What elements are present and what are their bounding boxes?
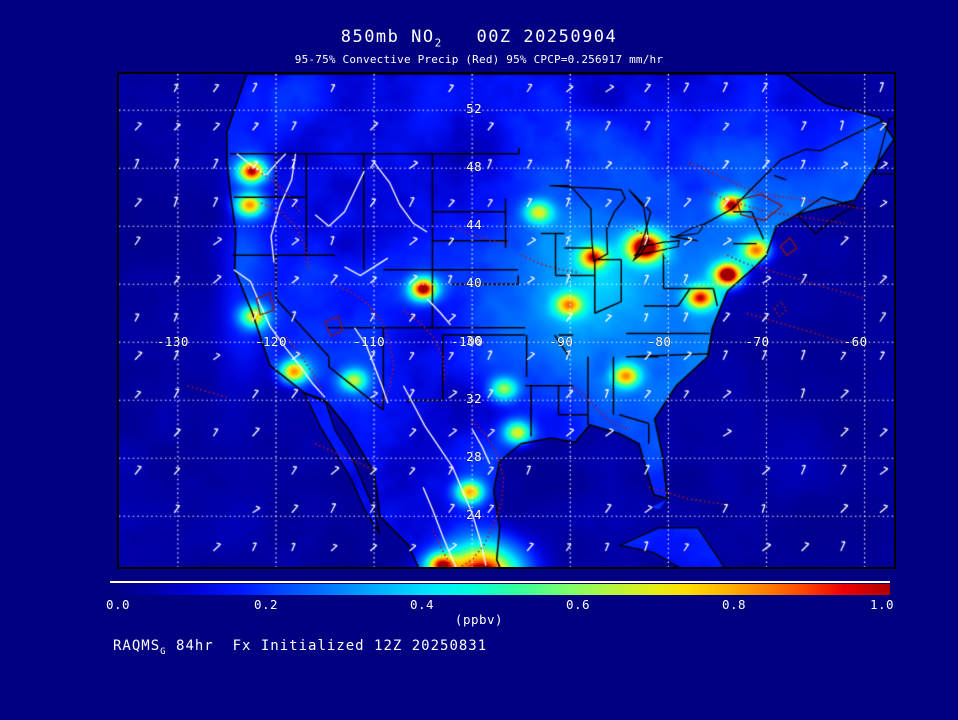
map-overlay-canvas [119, 74, 894, 567]
title-species-subscript: 2 [434, 36, 442, 50]
footer-lead: 84hr [176, 638, 214, 654]
footer-gap1 [167, 638, 176, 654]
lon-tick-label: -100 [451, 334, 484, 350]
footer-model: RAQMS [113, 638, 161, 654]
lon-tick-label: -80 [647, 334, 672, 350]
page-subtitle: 95-75% Convective Precip (Red) 95% CPCP=… [294, 53, 664, 66]
colorbar-tick-label: 0.8 [721, 597, 747, 612]
colorbar-tick-label: 0.0 [105, 597, 131, 612]
colorbar-tick-label: 0.6 [565, 597, 591, 612]
footer-init: Fx Initialized 12Z 20250831 [232, 638, 488, 654]
footer-gap2 [214, 638, 233, 654]
title-valid-time: 00Z 20250904 [476, 27, 618, 47]
lon-tick-label: -110 [353, 334, 386, 350]
title-species: 850mb NO [340, 27, 435, 47]
page-title: 850mb NO2 00Z 20250904 [0, 27, 958, 49]
colorbar-tick-label: 0.4 [409, 597, 435, 612]
footer-caption: RAQMSG 84hr Fx Initialized 12Z 20250831 [113, 638, 487, 657]
lon-tick-label: -60 [843, 334, 868, 350]
title-spacer [441, 27, 476, 47]
lat-tick-label: 32 [466, 391, 483, 407]
colorbar-top-rule [110, 581, 890, 583]
lat-tick-label: 44 [466, 217, 483, 233]
lat-tick-label: 28 [466, 449, 483, 465]
lon-tick-label: -120 [254, 334, 288, 350]
lon-tick-label: -70 [745, 334, 770, 350]
footer-model-subscript: G [160, 646, 167, 657]
lat-tick-label: 36 [466, 333, 483, 349]
lat-tick-label: 48 [466, 159, 483, 175]
lat-tick-label: 24 [466, 507, 483, 523]
lat-tick-label: 52 [466, 101, 483, 117]
colorbar-tick-label: 1.0 [869, 597, 895, 612]
colorbar-tick-label: 0.2 [253, 597, 279, 612]
map-panel[interactable] [117, 72, 896, 569]
colorbar-unit-label: (ppbv) [454, 612, 504, 627]
lat-tick-label: 40 [466, 275, 483, 291]
lon-tick-label: -90 [549, 334, 574, 350]
lon-tick-label: -130 [156, 334, 189, 350]
colorbar [110, 584, 890, 595]
